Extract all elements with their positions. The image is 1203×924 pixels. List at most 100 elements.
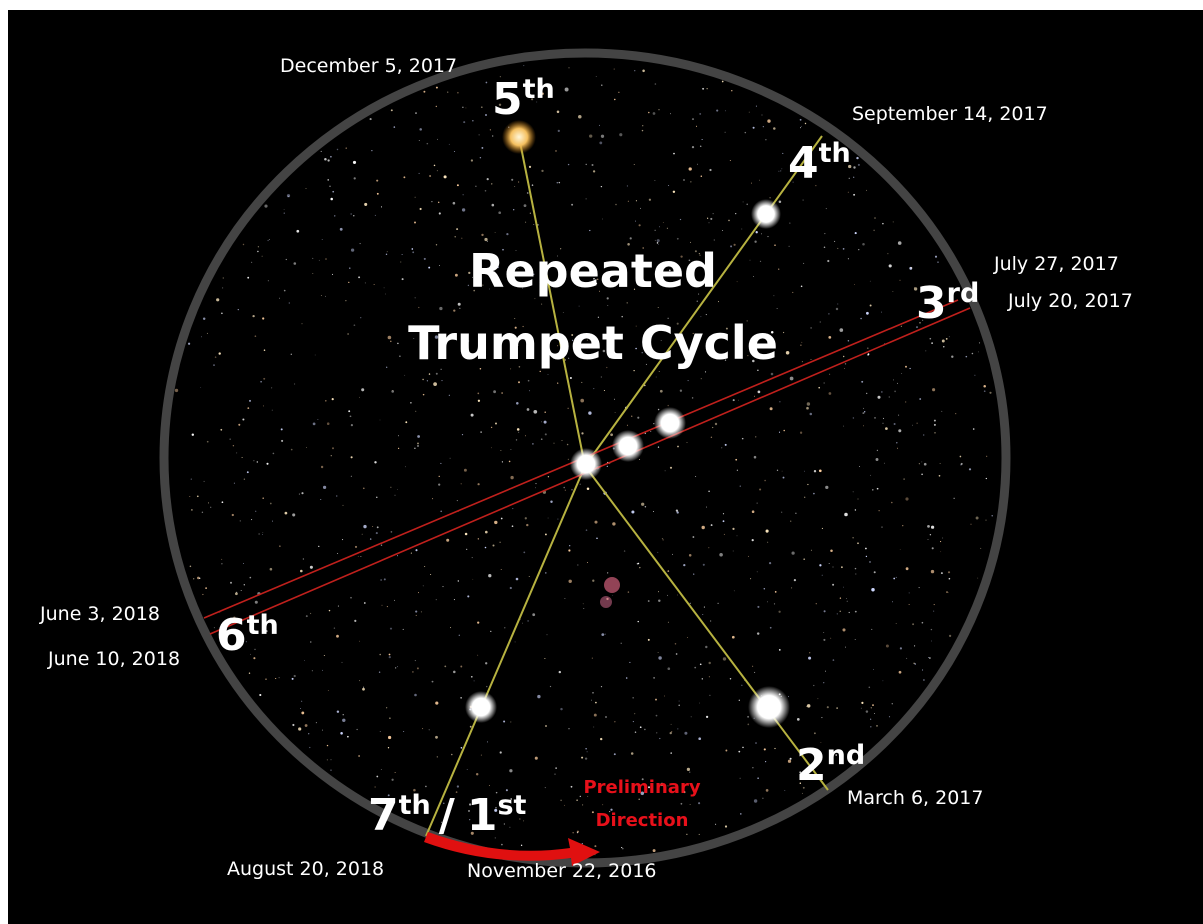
star bbox=[395, 495, 396, 496]
star bbox=[347, 736, 349, 738]
star-5th bbox=[502, 120, 536, 154]
star bbox=[471, 414, 474, 417]
star bbox=[461, 238, 462, 239]
star bbox=[814, 732, 816, 734]
star bbox=[705, 371, 706, 372]
star bbox=[386, 254, 387, 255]
star bbox=[465, 107, 466, 108]
star bbox=[654, 180, 655, 181]
star bbox=[404, 375, 405, 376]
star bbox=[238, 309, 239, 310]
star bbox=[221, 563, 222, 564]
star bbox=[737, 535, 738, 536]
star bbox=[690, 804, 691, 805]
star bbox=[223, 278, 224, 279]
star bbox=[761, 234, 762, 235]
star bbox=[351, 456, 353, 458]
star bbox=[301, 701, 302, 702]
star bbox=[778, 171, 779, 172]
star bbox=[692, 397, 694, 399]
star bbox=[582, 804, 583, 805]
star bbox=[837, 304, 838, 305]
star bbox=[932, 388, 935, 391]
star bbox=[704, 607, 705, 608]
star bbox=[470, 726, 472, 728]
star bbox=[948, 592, 949, 593]
star bbox=[465, 533, 468, 536]
star bbox=[415, 549, 417, 551]
star bbox=[270, 503, 272, 505]
star bbox=[279, 545, 280, 546]
star bbox=[389, 717, 391, 719]
star bbox=[436, 87, 438, 89]
star bbox=[642, 130, 643, 131]
star bbox=[667, 570, 669, 572]
star bbox=[755, 436, 756, 437]
star bbox=[756, 231, 758, 233]
star bbox=[279, 677, 280, 678]
star bbox=[428, 267, 430, 269]
star bbox=[581, 432, 583, 434]
star bbox=[346, 147, 347, 148]
star bbox=[836, 308, 838, 310]
star bbox=[848, 192, 849, 193]
star bbox=[541, 170, 543, 172]
star bbox=[677, 595, 678, 596]
star bbox=[414, 448, 415, 449]
star bbox=[754, 396, 755, 397]
star bbox=[862, 243, 865, 246]
star bbox=[899, 671, 902, 674]
star bbox=[826, 208, 827, 209]
star bbox=[906, 567, 909, 570]
star bbox=[545, 533, 547, 535]
title-line: Repeated bbox=[469, 244, 717, 298]
star bbox=[782, 471, 783, 472]
star bbox=[935, 256, 937, 258]
star bbox=[548, 374, 549, 375]
star bbox=[768, 236, 769, 237]
star bbox=[358, 755, 360, 757]
star bbox=[568, 728, 569, 729]
star bbox=[897, 448, 898, 449]
star bbox=[843, 248, 845, 250]
star bbox=[773, 295, 774, 296]
star bbox=[615, 412, 616, 413]
star bbox=[322, 730, 323, 731]
star bbox=[460, 697, 461, 698]
star bbox=[970, 524, 971, 525]
star bbox=[663, 539, 664, 540]
star bbox=[940, 541, 941, 542]
star bbox=[931, 641, 932, 642]
star bbox=[515, 641, 516, 642]
star bbox=[376, 776, 378, 778]
star bbox=[658, 599, 660, 601]
star bbox=[457, 785, 459, 787]
star bbox=[592, 580, 594, 582]
star bbox=[503, 720, 505, 722]
star bbox=[571, 489, 573, 491]
star bbox=[298, 727, 301, 730]
star bbox=[745, 132, 746, 133]
star bbox=[359, 641, 360, 642]
star bbox=[690, 603, 691, 604]
star bbox=[583, 608, 584, 609]
star bbox=[264, 349, 266, 351]
star bbox=[327, 745, 328, 746]
star bbox=[610, 433, 613, 436]
star bbox=[605, 716, 607, 718]
star bbox=[882, 223, 884, 225]
star bbox=[301, 323, 302, 324]
star bbox=[752, 767, 753, 768]
star bbox=[599, 125, 600, 126]
star bbox=[777, 470, 778, 471]
star bbox=[456, 791, 458, 793]
star bbox=[504, 627, 505, 628]
star bbox=[440, 463, 441, 464]
star bbox=[492, 544, 494, 546]
star bbox=[354, 177, 356, 179]
star bbox=[251, 519, 252, 520]
star bbox=[869, 687, 871, 689]
star bbox=[449, 144, 450, 145]
star bbox=[403, 176, 405, 178]
star bbox=[412, 671, 414, 673]
